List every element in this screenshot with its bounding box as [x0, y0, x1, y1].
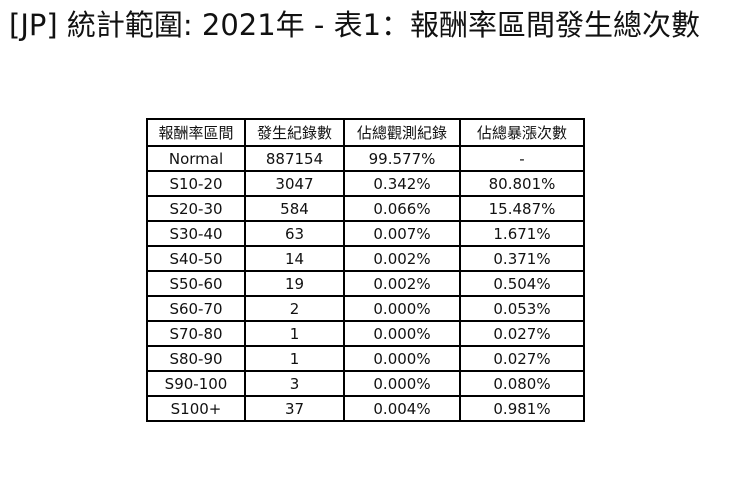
table-cell: S90-100	[146, 370, 246, 397]
table-cell: 0.000%	[343, 370, 461, 397]
table-cell: 2	[244, 295, 345, 322]
table-cell: 0.007%	[343, 220, 461, 247]
table-cell: 0.027%	[459, 320, 585, 347]
return-rate-interval-table: 報酬率區間 發生紀錄數 佔總觀測紀錄 佔總暴漲次數 Normal 887154 99.57…	[146, 118, 585, 422]
table-cell: 19	[244, 270, 345, 297]
table-cell: S10-20	[146, 170, 246, 197]
table-cell: 0.066%	[343, 195, 461, 222]
table-cell: 0.981%	[459, 395, 585, 422]
table-cell: 0.371%	[459, 245, 585, 272]
table-cell: S80-90	[146, 345, 246, 372]
table-row: S10-20 3047 0.342% 80.801%	[146, 170, 585, 197]
table-cell: -	[459, 145, 585, 172]
table-cell: 37	[244, 395, 345, 422]
table-cell: S100+	[146, 395, 246, 422]
table-row: S20-30 584 0.066% 15.487%	[146, 195, 585, 222]
table-cell: 1	[244, 320, 345, 347]
table-row: S50-60 19 0.002% 0.504%	[146, 270, 585, 297]
table-cell: 0.002%	[343, 270, 461, 297]
table-cell: 15.487%	[459, 195, 585, 222]
table-row: S30-40 63 0.007% 1.671%	[146, 220, 585, 247]
table-row: S40-50 14 0.002% 0.371%	[146, 245, 585, 272]
table-cell: 0.342%	[343, 170, 461, 197]
table-row: S90-100 3 0.000% 0.080%	[146, 370, 585, 397]
table-cell: 0.000%	[343, 320, 461, 347]
table-cell: S30-40	[146, 220, 246, 247]
table-cell: 1	[244, 345, 345, 372]
table-body: Normal 887154 99.577% - S10-20 3047 0.342% 80.8…	[146, 145, 585, 422]
table-cell: 3	[244, 370, 345, 397]
table-row: S100+ 37 0.004% 0.981%	[146, 395, 585, 422]
table-row: Normal 887154 99.577% -	[146, 145, 585, 172]
table-cell: 0.027%	[459, 345, 585, 372]
table-cell: 0.004%	[343, 395, 461, 422]
table-row: 報酬率區間 發生紀錄數 佔總觀測紀錄 佔總暴漲次數	[146, 118, 585, 147]
table-cell: 63	[244, 220, 345, 247]
table-cell: 1.671%	[459, 220, 585, 247]
table-cell: 887154	[244, 145, 345, 172]
table-cell: 80.801%	[459, 170, 585, 197]
table-header-cell: 發生紀錄數	[244, 118, 345, 147]
table-cell: 584	[244, 195, 345, 222]
table-header-cell: 報酬率區間	[146, 118, 246, 147]
table-cell: 99.577%	[343, 145, 461, 172]
table-cell: 0.000%	[343, 295, 461, 322]
table-cell: 0.504%	[459, 270, 585, 297]
table-row: S70-80 1 0.000% 0.027%	[146, 320, 585, 347]
table-cell: 14	[244, 245, 345, 272]
table-header-cell: 佔總暴漲次數	[459, 118, 585, 147]
table-header-row: 報酬率區間 發生紀錄數 佔總觀測紀錄 佔總暴漲次數	[146, 118, 585, 147]
table-cell: 0.002%	[343, 245, 461, 272]
table-cell: Normal	[146, 145, 246, 172]
table-cell: 3047	[244, 170, 345, 197]
table-cell: 0.080%	[459, 370, 585, 397]
table-cell: 0.000%	[343, 345, 461, 372]
table-header-cell: 佔總觀測紀錄	[343, 118, 461, 147]
page-title: [JP] 統計範圍: 2021年 - 表1：報酬率區間發生總次數	[9, 8, 701, 42]
table-cell: S60-70	[146, 295, 246, 322]
table-cell: 0.053%	[459, 295, 585, 322]
table-row: S60-70 2 0.000% 0.053%	[146, 295, 585, 322]
table-cell: S20-30	[146, 195, 246, 222]
table-cell: S50-60	[146, 270, 246, 297]
table-cell: S40-50	[146, 245, 246, 272]
table-row: S80-90 1 0.000% 0.027%	[146, 345, 585, 372]
table-cell: S70-80	[146, 320, 246, 347]
